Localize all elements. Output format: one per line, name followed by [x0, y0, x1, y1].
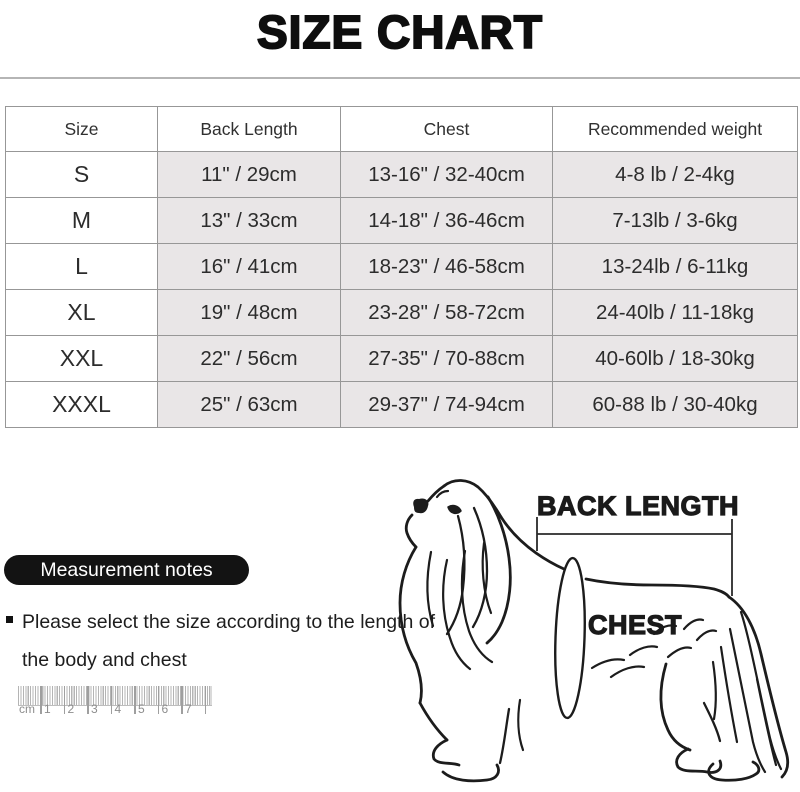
size-cell: XL	[5, 289, 158, 336]
back-length-measure-line	[536, 517, 733, 596]
ruler-label-2: 2	[67, 702, 75, 716]
chest-cell: 29-37" / 74-94cm	[340, 381, 553, 428]
ruler: cm 1 2 3 4 5 6 7	[18, 686, 212, 720]
ruler-tick	[63, 686, 65, 714]
title-divider	[0, 77, 800, 79]
weight-cell: 60-88 lb / 30-40kg	[552, 381, 798, 428]
size-chart-table: Size Back Length Chest Recommended weigh…	[5, 106, 798, 428]
ruler-tick	[181, 686, 183, 714]
table-row: M 13" / 33cm 14-18" / 36-46cm 7-13lb / 3…	[5, 197, 798, 244]
chest-cell: 13-16" / 32-40cm	[340, 151, 553, 198]
page-title: SIZE CHART	[256, 5, 543, 59]
table-row: XXXL 25" / 63cm 29-37" / 74-94cm 60-88 l…	[5, 381, 798, 428]
ruler-band	[18, 686, 212, 706]
ruler-label-6: 6	[161, 702, 169, 716]
chest-cell: 27-35" / 70-88cm	[340, 335, 553, 382]
ruler-label-3: 3	[91, 702, 98, 716]
header-cell-size: Size	[5, 106, 158, 152]
measurement-notes-badge: Measurement notes	[4, 555, 249, 585]
chest-cell: 23-28" / 58-72cm	[340, 289, 553, 336]
header-cell-back-length: Back Length	[157, 106, 341, 152]
size-cell: L	[5, 243, 158, 290]
ruler-tick	[134, 686, 136, 714]
notes-bullet: Please select the size according to the …	[6, 603, 452, 679]
header-cell-weight: Recommended weight	[552, 106, 798, 152]
ruler-label-5: 5	[138, 702, 145, 716]
table-row: L 16" / 41cm 18-23" / 46-58cm 13-24lb / …	[5, 243, 798, 290]
back-length-cell: 11" / 29cm	[157, 151, 341, 198]
ruler-label-7: 7	[185, 702, 192, 716]
weight-cell: 24-40lb / 11-18kg	[552, 289, 798, 336]
back-length-cell: 13" / 33cm	[157, 197, 341, 244]
size-cell: XXL	[5, 335, 158, 382]
ruler-tick	[157, 686, 159, 714]
ruler-label-4: 4	[114, 702, 122, 716]
ruler-label-1: 1	[44, 702, 51, 716]
back-length-cell: 19" / 48cm	[157, 289, 341, 336]
back-length-cell: 16" / 41cm	[157, 243, 341, 290]
notes-text: Please select the size according to the …	[22, 611, 436, 671]
weight-cell: 7-13lb / 3-6kg	[552, 197, 798, 244]
back-length-label: BACK LENGTH	[536, 490, 739, 521]
weight-cell: 4-8 lb / 2-4kg	[552, 151, 798, 198]
chest-label: CHEST	[587, 609, 682, 640]
ruler-label-cm: cm	[19, 702, 35, 716]
ruler-tick	[40, 686, 42, 714]
bullet-square-icon	[6, 616, 13, 623]
table-header-row: Size Back Length Chest Recommended weigh…	[5, 106, 798, 152]
chest-cell: 14-18" / 36-46cm	[340, 197, 553, 244]
size-cell: XXXL	[5, 381, 158, 428]
size-cell: M	[5, 197, 158, 244]
weight-cell: 40-60lb / 18-30kg	[552, 335, 798, 382]
table-row: XL 19" / 48cm 23-28" / 58-72cm 24-40lb /…	[5, 289, 798, 336]
header-cell-chest: Chest	[340, 106, 553, 152]
ruler-tick	[87, 686, 89, 714]
chest-cell: 18-23" / 46-58cm	[340, 243, 553, 290]
table-row: XXL 22" / 56cm 27-35" / 70-88cm 40-60lb …	[5, 335, 798, 382]
dog-illustration	[398, 479, 790, 783]
table-row: S 11" / 29cm 13-16" / 32-40cm 4-8 lb / 2…	[5, 151, 798, 198]
dog-nose	[413, 498, 429, 514]
ruler-tick	[110, 686, 112, 714]
back-length-cell: 25" / 63cm	[157, 381, 341, 428]
chest-measure-ellipse	[554, 556, 586, 720]
size-cell: S	[5, 151, 158, 198]
back-length-cell: 22" / 56cm	[157, 335, 341, 382]
ruler-tick	[204, 686, 206, 714]
weight-cell: 13-24lb / 6-11kg	[552, 243, 798, 290]
